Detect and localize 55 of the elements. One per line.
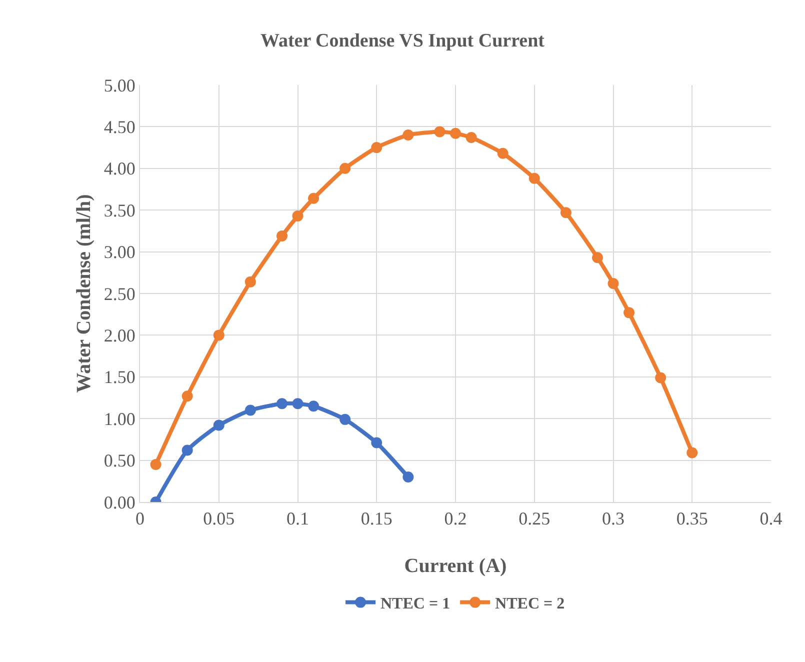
point bbox=[276, 398, 288, 410]
point bbox=[308, 400, 320, 412]
x-tick-label: 0.2 bbox=[444, 508, 467, 529]
point bbox=[340, 162, 351, 174]
point bbox=[371, 437, 382, 448]
point bbox=[276, 230, 288, 242]
point bbox=[244, 276, 256, 288]
point bbox=[624, 307, 635, 318]
x-tick-label: 0.05 bbox=[203, 508, 235, 529]
y-tick-label: 1.00 bbox=[104, 408, 136, 429]
point bbox=[244, 404, 256, 416]
point bbox=[150, 458, 162, 470]
x-tick-label: 0.4 bbox=[760, 508, 782, 529]
y-tick-label: 1.50 bbox=[104, 367, 136, 388]
point bbox=[655, 372, 666, 384]
point bbox=[340, 414, 351, 425]
point bbox=[434, 126, 446, 138]
point bbox=[686, 447, 698, 458]
point bbox=[560, 207, 572, 218]
point bbox=[528, 172, 540, 184]
y-tick-label: 0.50 bbox=[104, 450, 136, 471]
point bbox=[608, 278, 619, 289]
y-tick-label: 5.00 bbox=[104, 75, 136, 96]
y-tick-label: 2.00 bbox=[104, 326, 136, 346]
point bbox=[182, 390, 193, 402]
x-tick-label: 0 bbox=[136, 508, 144, 529]
y-tick-label: 3.50 bbox=[104, 200, 136, 220]
x-tick-label: 0.3 bbox=[602, 508, 624, 529]
x-tick-label: 0.35 bbox=[676, 508, 708, 529]
x-tick-label: 0.15 bbox=[360, 508, 392, 529]
y-tick-label: 2.50 bbox=[104, 284, 136, 304]
point bbox=[213, 420, 224, 431]
point bbox=[450, 128, 461, 139]
point bbox=[292, 210, 304, 222]
x-axis-title: Current (A) bbox=[404, 555, 507, 577]
point bbox=[402, 471, 414, 482]
point bbox=[592, 252, 603, 264]
point bbox=[292, 398, 304, 410]
y-axis-title: Water Condense (ml/h) bbox=[73, 194, 95, 393]
y-tick-label: 3.00 bbox=[104, 242, 136, 262]
legend-label: NTEC = 1 bbox=[380, 596, 450, 613]
chart-title: Water Condense VS Input Current bbox=[260, 30, 546, 52]
point bbox=[371, 142, 382, 154]
point bbox=[466, 132, 477, 144]
point bbox=[402, 130, 414, 141]
x-tick-label: 0.25 bbox=[518, 508, 550, 529]
y-tick-label: 4.50 bbox=[104, 117, 136, 137]
y-tick-label: 0.00 bbox=[104, 492, 136, 512]
point bbox=[308, 192, 320, 204]
point bbox=[497, 148, 508, 159]
legend-label: NTEC = 2 bbox=[495, 596, 565, 613]
x-tick-label: 0.1 bbox=[286, 508, 309, 529]
point bbox=[213, 330, 224, 341]
point bbox=[182, 444, 193, 456]
y-tick-label: 4.00 bbox=[104, 158, 136, 179]
